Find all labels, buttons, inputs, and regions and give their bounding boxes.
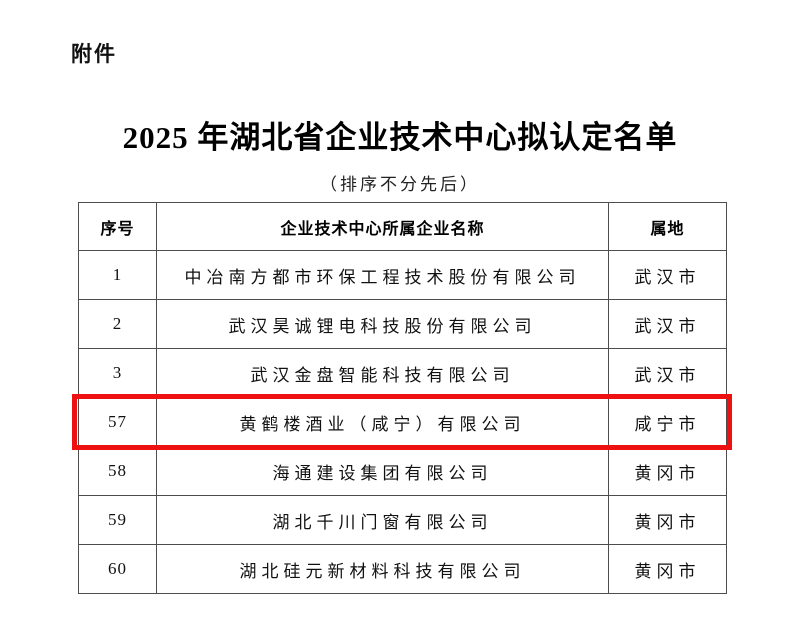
city-cell: 武汉市 (608, 250, 727, 300)
enterprise-table: 序号 企业技术中心所属企业名称 属地 1 中冶南方都市环保工程技术股份有限公司 … (72, 202, 732, 594)
column-header-company: 企业技术中心所属企业名称 (156, 202, 609, 251)
table-row: 1 中冶南方都市环保工程技术股份有限公司 武汉市 (78, 250, 727, 300)
page-subtitle: （排序不分先后） (320, 175, 480, 194)
table-row: 3 武汉金盘智能科技有限公司 武汉市 (78, 348, 727, 398)
city-cell: 武汉市 (608, 348, 727, 398)
serial-cell: 3 (78, 348, 157, 398)
table-row-highlighted: 57 黄鹤楼酒业（咸宁）有限公司 咸宁市 (78, 397, 727, 447)
serial-cell: 2 (78, 299, 157, 349)
enterprise-list-table: 序号 企业技术中心所属企业名称 属地 1 中冶南方都市环保工程技术股份有限公司 … (78, 202, 727, 594)
city-cell: 黄冈市 (608, 446, 727, 496)
city-cell: 咸宁市 (608, 397, 727, 447)
company-cell: 中冶南方都市环保工程技术股份有限公司 (156, 250, 609, 300)
company-cell: 黄鹤楼酒业（咸宁）有限公司 (156, 397, 609, 447)
page-title: 2025 年湖北省企业技术中心拟认定名单 (122, 120, 678, 155)
serial-cell: 59 (78, 495, 157, 545)
attachment-label: 附件 (71, 43, 117, 66)
serial-cell: 60 (78, 544, 157, 594)
company-cell: 武汉金盘智能科技有限公司 (156, 348, 609, 398)
company-cell: 湖北硅元新材料科技有限公司 (156, 544, 609, 594)
city-cell: 黄冈市 (608, 544, 727, 594)
serial-cell: 58 (78, 446, 157, 496)
table-row: 58 海通建设集团有限公司 黄冈市 (78, 446, 727, 496)
column-header-serial: 序号 (78, 202, 157, 251)
city-cell: 武汉市 (608, 299, 727, 349)
table-row: 2 武汉昊诚锂电科技股份有限公司 武汉市 (78, 299, 727, 349)
city-cell: 黄冈市 (608, 495, 727, 545)
company-cell: 湖北千川门窗有限公司 (156, 495, 609, 545)
company-cell: 武汉昊诚锂电科技股份有限公司 (156, 299, 609, 349)
table-header-row: 序号 企业技术中心所属企业名称 属地 (78, 202, 727, 251)
column-header-city: 属地 (608, 202, 727, 251)
serial-cell: 1 (78, 250, 157, 300)
table-row: 59 湖北千川门窗有限公司 黄冈市 (78, 495, 727, 545)
serial-cell: 57 (78, 397, 157, 447)
table-row: 60 湖北硅元新材料科技有限公司 黄冈市 (78, 544, 727, 594)
company-cell: 海通建设集团有限公司 (156, 446, 609, 496)
